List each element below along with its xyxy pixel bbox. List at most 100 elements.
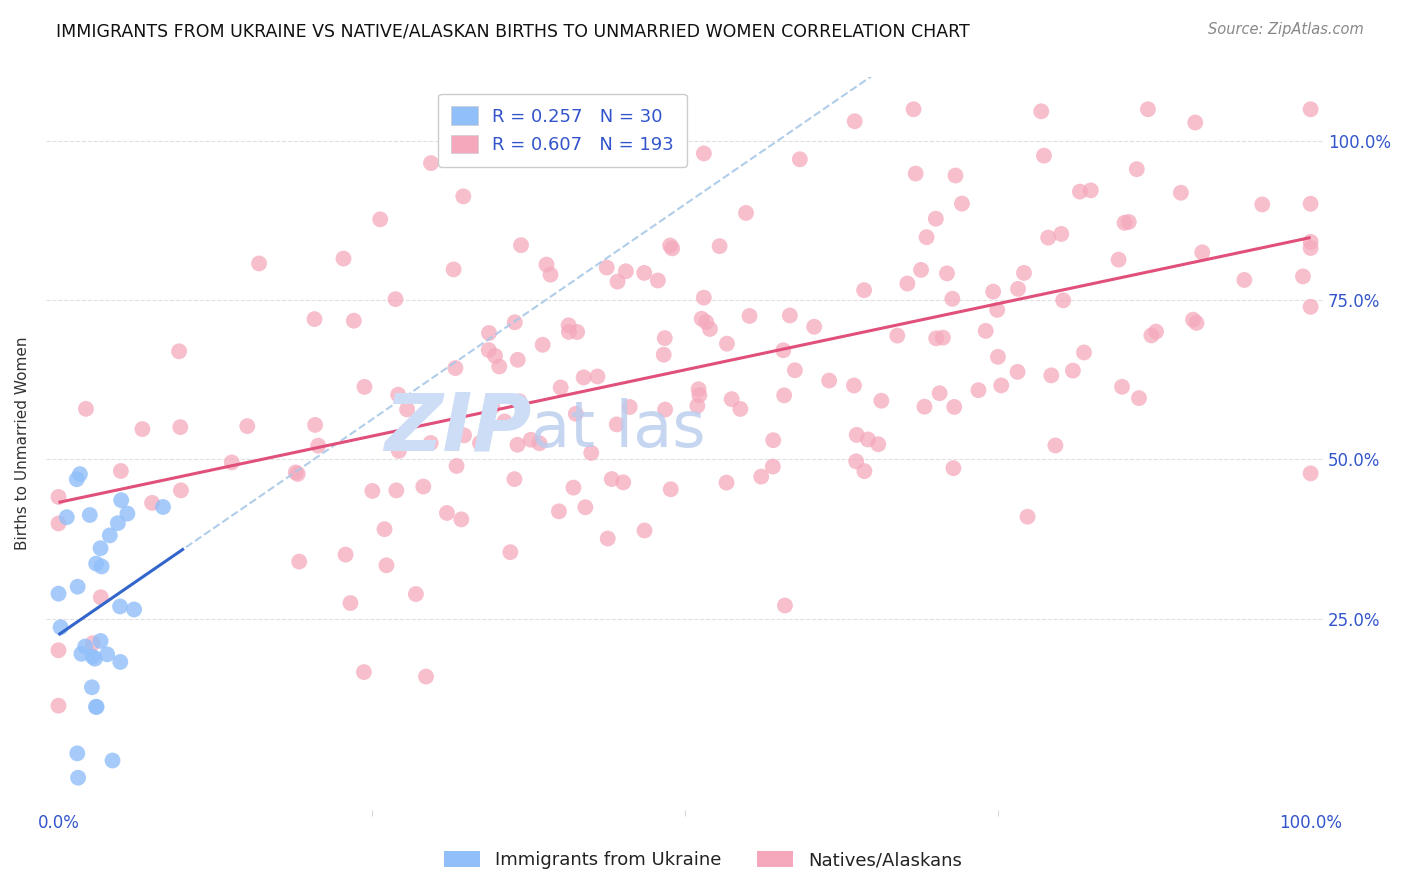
Point [647,273,669,287]
Point [86,699,108,714]
Point [353,665,375,679]
Point [762,459,785,474]
Point [987,350,1010,364]
Point [70,647,93,661]
Point [565,407,588,421]
Point [870,393,893,408]
Point [773,388,796,402]
Point [762,434,785,448]
Point [152,500,174,514]
Point [738,309,761,323]
Point [412,479,434,493]
Point [688,388,710,402]
Point [749,469,772,483]
Point [709,239,731,253]
Point [353,380,375,394]
Point [803,319,825,334]
Point [110,655,132,669]
Point [494,414,516,428]
Point [90,634,112,648]
Point [904,167,927,181]
Point [98,528,121,542]
Point [654,331,676,345]
Point [925,211,948,226]
Point [942,461,965,475]
Text: at las: at las [531,398,706,460]
Point [1299,241,1322,255]
Point [716,475,738,490]
Point [446,458,468,473]
Point [1111,380,1133,394]
Point [481,400,503,414]
Point [1299,300,1322,314]
Point [936,266,959,280]
Point [55,510,77,524]
Text: ZIP: ZIP [384,390,531,467]
Point [1185,316,1208,330]
Point [845,428,868,442]
Point [1114,216,1136,230]
Point [110,493,132,508]
Point [974,324,997,338]
Point [529,436,551,450]
Point [716,336,738,351]
Point [581,446,603,460]
Point [1062,363,1084,377]
Point [903,103,925,117]
Point [90,559,112,574]
Point [450,512,472,526]
Point [853,464,876,478]
Point [288,555,311,569]
Point [779,309,801,323]
Legend: Immigrants from Ukraine, Natives/Alaskans: Immigrants from Ukraine, Natives/Alaskan… [436,842,970,879]
Point [659,238,682,252]
Point [67,771,90,785]
Point [478,326,501,340]
Point [80,680,103,694]
Point [484,349,506,363]
Point [536,258,558,272]
Point [48,490,70,504]
Point [443,262,465,277]
Point [1170,186,1192,200]
Point [1033,148,1056,162]
Point [1108,252,1130,267]
Point [789,153,811,167]
Point [304,417,326,432]
Point [550,380,572,394]
Point [384,292,406,306]
Point [343,314,366,328]
Point [506,352,529,367]
Point [990,378,1012,392]
Point [1007,282,1029,296]
Point [868,437,890,451]
Point [1126,162,1149,177]
Point [1052,293,1074,308]
Point [169,420,191,434]
Point [405,587,427,601]
Point [945,169,967,183]
Point [773,599,796,613]
Point [508,394,530,409]
Point [1136,103,1159,117]
Point [1080,183,1102,197]
Point [1038,230,1060,244]
Point [651,153,673,167]
Point [661,241,683,255]
Point [373,522,395,536]
Point [772,343,794,358]
Point [1233,273,1256,287]
Point [287,467,309,481]
Point [107,516,129,530]
Point [1007,365,1029,379]
Point [1069,185,1091,199]
Point [1045,438,1067,452]
Point [886,328,908,343]
Point [562,481,585,495]
Point [1050,227,1073,241]
Point [981,285,1004,299]
Point [1040,368,1063,383]
Point [101,754,124,768]
Point [842,378,865,392]
Point [695,315,717,329]
